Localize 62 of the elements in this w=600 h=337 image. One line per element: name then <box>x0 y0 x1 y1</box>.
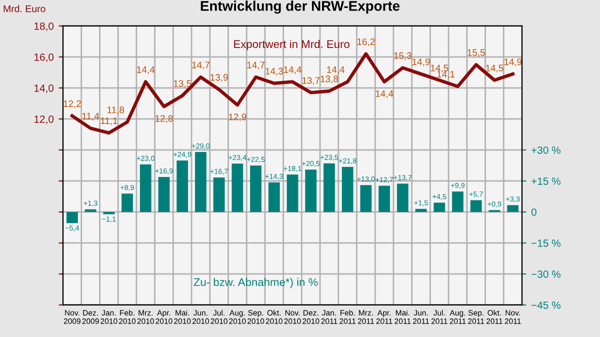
y2-tick-label: +15 % <box>532 178 560 185</box>
bar <box>415 208 427 212</box>
bar <box>452 192 464 212</box>
bar <box>250 165 262 212</box>
data-label: 15,5 <box>468 49 485 58</box>
data-label: 14,3 <box>266 68 283 76</box>
bar <box>232 164 244 212</box>
data-label: 11,8 <box>108 106 124 114</box>
data-label: 14,1 <box>437 71 455 79</box>
bar <box>195 152 206 212</box>
bar <box>122 194 133 212</box>
y-tick-label: 16,0 <box>34 53 54 62</box>
data-label: 12,2 <box>64 100 81 108</box>
data-label: 14,5 <box>430 64 448 73</box>
bar <box>378 186 390 212</box>
y2-tick-label: −30 % <box>532 270 560 278</box>
data-label: 13,8 <box>320 76 338 84</box>
chart-title: Entwicklung der NRW-Exporte <box>200 0 400 14</box>
data-label: 14,4 <box>284 66 302 74</box>
data-label: 11,1 <box>100 118 118 126</box>
bar <box>470 200 482 212</box>
bar <box>66 212 78 224</box>
y2-tick-label: −45 % <box>532 302 560 309</box>
y-tick-label: 18,0 <box>34 22 54 32</box>
bar <box>286 174 298 212</box>
data-label: 14,7 <box>192 62 210 70</box>
y-axis-title: Mrd. Euro <box>4 5 46 12</box>
bar <box>305 170 317 212</box>
data-label: 13,9 <box>210 74 228 82</box>
data-label: 13,5 <box>174 80 192 88</box>
bar <box>213 177 225 212</box>
data-label: 14,9 <box>504 58 522 66</box>
data-label: 16,2 <box>357 38 375 46</box>
bar <box>360 185 372 212</box>
data-label: 14,4 <box>327 66 345 74</box>
y2-tick-label: +30 % <box>532 146 560 154</box>
y2-tick-label: −15 % <box>532 240 560 247</box>
data-label: 14,7 <box>247 62 264 70</box>
data-label: 15,3 <box>394 52 412 60</box>
y2-tick-label: 0 <box>531 208 536 216</box>
bar <box>84 209 96 212</box>
bar <box>158 177 170 212</box>
bar <box>434 202 446 212</box>
data-label: 14,4 <box>376 90 394 98</box>
bar <box>176 160 188 212</box>
bar <box>507 205 519 212</box>
text: Zu- bzw. Abnahme*) in % <box>194 278 318 288</box>
series-label: Exportwert in Mrd. Euro <box>234 40 350 50</box>
data-label: 13,7 <box>302 77 320 85</box>
data-label: 14,5 <box>486 64 504 73</box>
bar <box>342 166 354 212</box>
bar <box>140 164 152 212</box>
bar <box>324 163 335 212</box>
bar <box>268 182 280 212</box>
data-label: 14,9 <box>412 58 430 66</box>
y-tick-label: 12,0 <box>34 115 54 124</box>
bar <box>396 184 408 212</box>
data-label: 11,4 <box>82 112 100 121</box>
data-label: 12,8 <box>156 115 173 123</box>
data-label: 12,9 <box>228 114 246 122</box>
data-label: 14,4 <box>137 66 155 74</box>
y-tick-label: 14,0 <box>34 84 54 94</box>
